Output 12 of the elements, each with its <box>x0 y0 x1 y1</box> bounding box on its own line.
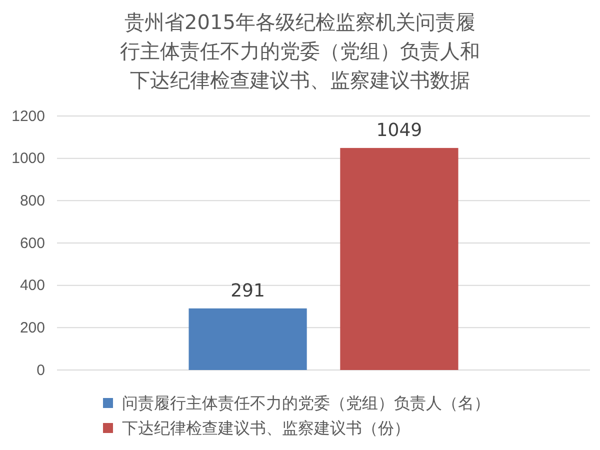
legend-label: 下达纪律检查建议书、监察建议书（份） <box>122 418 410 438</box>
chart-title: 贵州省2015年各级纪检监察机关问责履行主体责任不力的党委（党组）负责人和下达纪律检查建议书、监察建议书数据 <box>120 10 480 92</box>
y-tick-label: 1000 <box>12 150 45 168</box>
y-tick-label: 200 <box>20 319 45 336</box>
data-label: 1049 <box>376 120 422 141</box>
legend-label: 问责履行主体责任不力的党委（党组）负责人（名） <box>122 394 490 412</box>
y-tick-label: 800 <box>20 192 45 210</box>
y-tick-label: 1200 <box>12 108 45 125</box>
data-label: 291 <box>230 280 265 302</box>
y-tick-label: 600 <box>20 234 45 252</box>
y-tick-label: 400 <box>20 277 45 294</box>
y-tick-label: 0 <box>36 362 45 379</box>
